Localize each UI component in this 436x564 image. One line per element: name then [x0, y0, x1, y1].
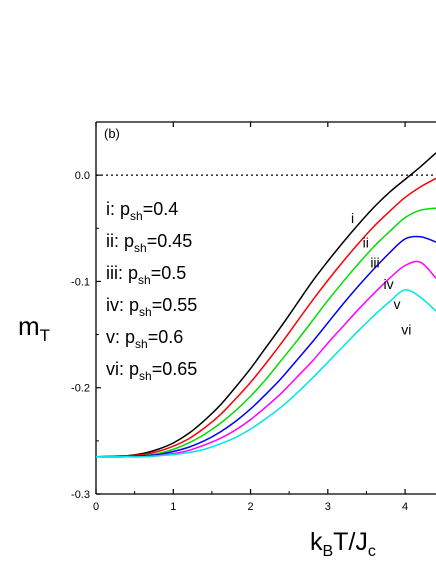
legend-entry: v: psh=0.6	[106, 327, 183, 351]
legend-entry: i: psh=0.4	[106, 199, 178, 223]
y-tick-label: -0.2	[71, 383, 90, 395]
y-tick-label: -0.1	[71, 276, 90, 288]
series-line-vi	[95, 289, 436, 458]
series-line-iv	[95, 235, 436, 458]
curve-label-iii: iii	[370, 255, 379, 271]
legend-entry: iii: psh=0.5	[106, 263, 186, 287]
plot-frame	[95, 121, 436, 495]
series-line-ii	[95, 177, 436, 458]
x-axis-label: kBT/Jc	[310, 528, 376, 560]
x-tick-label: 2	[247, 501, 253, 513]
y-tick-label: 0.0	[75, 170, 90, 182]
legend: i: psh=0.4 ii: psh=0.45 iii: psh=0.5 iv: ps…	[106, 199, 197, 383]
ticks-group: 0 1 2 3 4 0.0 -0.1 -0.2 -0.3	[71, 121, 408, 513]
curve-label-iv: iv	[383, 276, 393, 292]
y-tick-label: -0.3	[71, 489, 90, 501]
curve-label-v: v	[394, 296, 401, 312]
curve-label-ii: ii	[363, 234, 369, 250]
panel-label: (b)	[104, 126, 120, 141]
x-tick-label: 3	[325, 501, 331, 513]
legend-entry: iv: psh=0.55	[106, 295, 197, 319]
curve-label-i: i	[351, 210, 354, 226]
x-tick-label: 4	[402, 501, 408, 513]
series-line-iii	[95, 207, 436, 458]
series-line-i	[95, 152, 436, 458]
curve-label-vi: vi	[401, 322, 411, 338]
x-tick-label: 0	[93, 501, 99, 513]
series-group	[95, 152, 436, 458]
y-axis-label: mT	[18, 311, 50, 345]
x-tick-label: 1	[170, 501, 176, 513]
legend-entry: vi: psh=0.65	[106, 359, 197, 383]
legend-entry: ii: psh=0.45	[106, 231, 192, 255]
